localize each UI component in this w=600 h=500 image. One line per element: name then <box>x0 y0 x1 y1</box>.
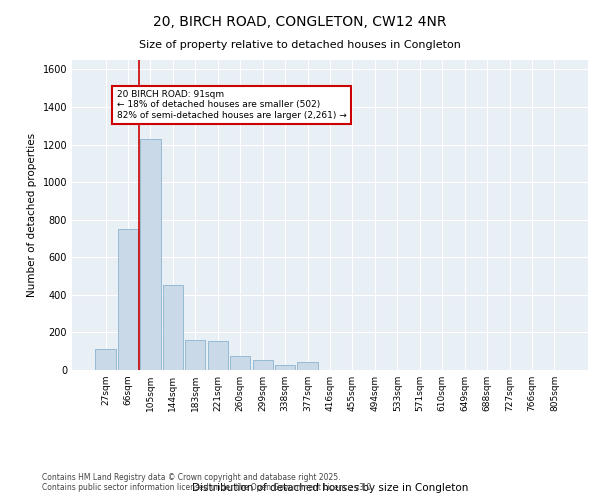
Bar <box>140 139 161 370</box>
Bar <box>163 286 183 370</box>
Bar <box>253 360 273 370</box>
Text: Contains HM Land Registry data © Crown copyright and database right 2025.
Contai: Contains HM Land Registry data © Crown c… <box>42 473 374 492</box>
Bar <box>208 341 228 370</box>
Y-axis label: Number of detached properties: Number of detached properties <box>27 133 37 297</box>
Text: 20, BIRCH ROAD, CONGLETON, CW12 4NR: 20, BIRCH ROAD, CONGLETON, CW12 4NR <box>153 15 447 29</box>
Bar <box>95 350 116 370</box>
Bar <box>275 366 295 370</box>
Text: Size of property relative to detached houses in Congleton: Size of property relative to detached ho… <box>139 40 461 50</box>
X-axis label: Distribution of detached houses by size in Congleton: Distribution of detached houses by size … <box>192 484 468 494</box>
Bar <box>185 340 205 370</box>
Text: 20 BIRCH ROAD: 91sqm
← 18% of detached houses are smaller (502)
82% of semi-deta: 20 BIRCH ROAD: 91sqm ← 18% of detached h… <box>117 90 347 120</box>
Bar <box>298 362 317 370</box>
Bar <box>118 229 138 370</box>
Bar <box>230 356 250 370</box>
